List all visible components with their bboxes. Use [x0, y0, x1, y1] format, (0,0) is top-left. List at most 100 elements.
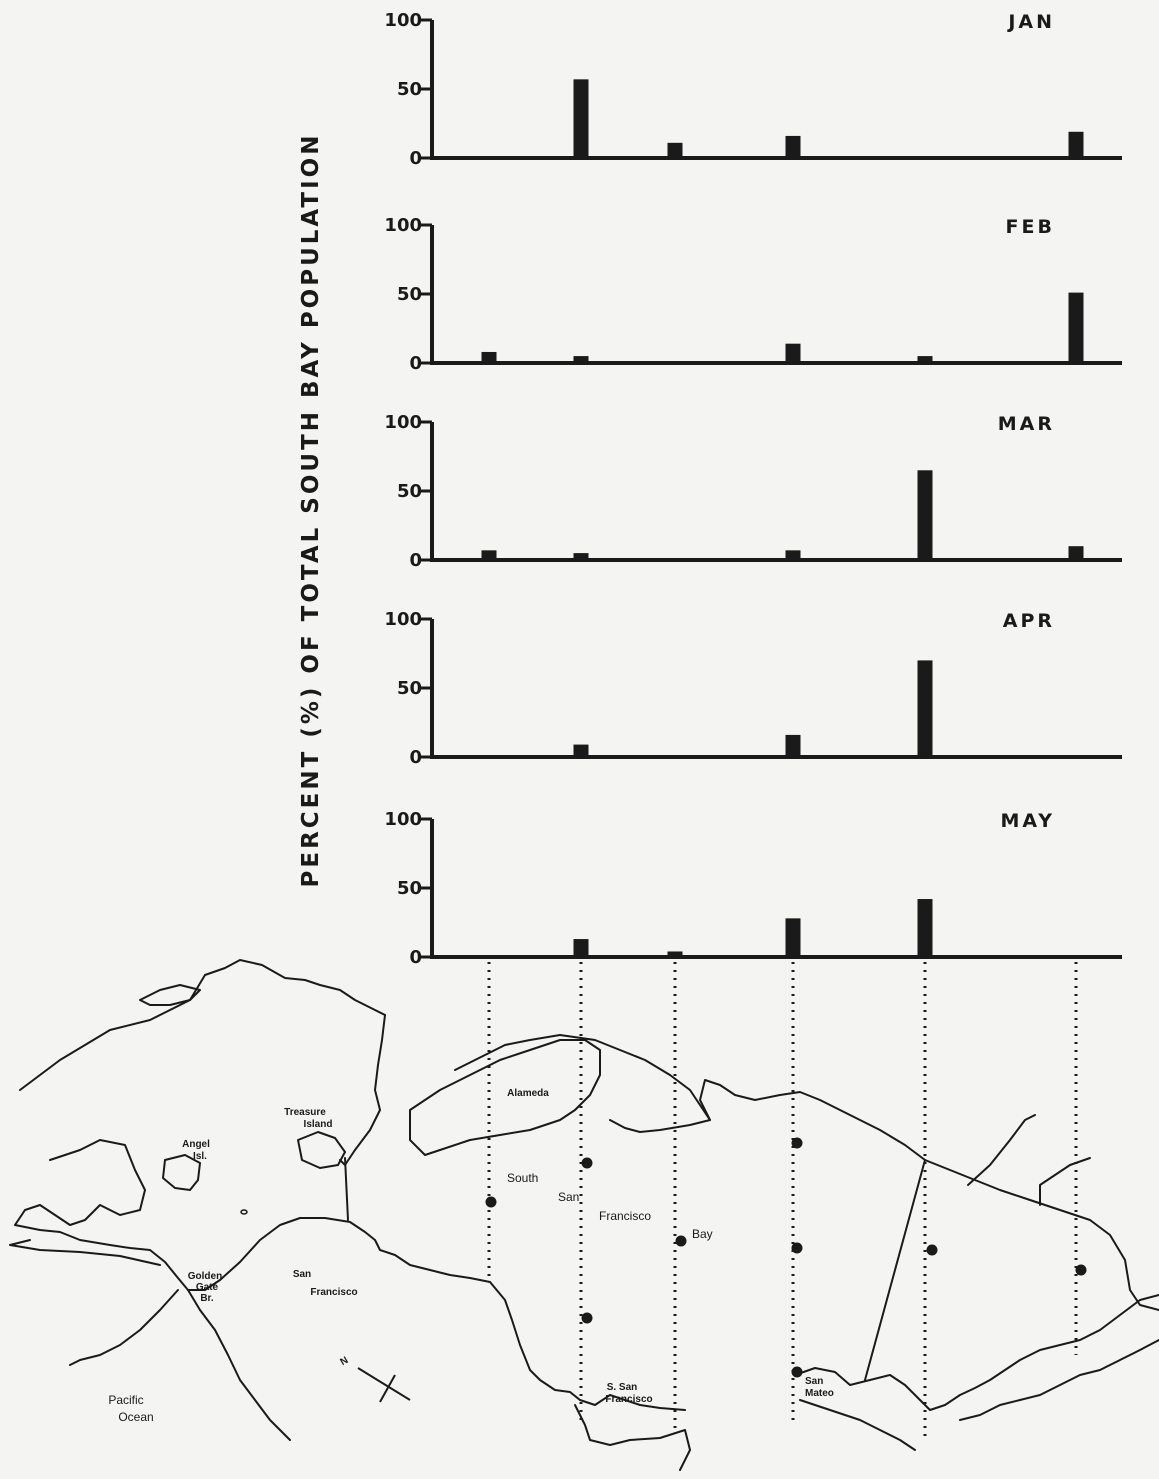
compass-ew-line [379, 1374, 396, 1403]
y-tick-label: 50 [397, 878, 422, 899]
y-tick-label: 100 [384, 609, 422, 630]
y-tick-label: 0 [409, 747, 422, 768]
label-br: Br. [200, 1293, 214, 1304]
panel-feb: 100 50 0 FEB [384, 215, 1122, 374]
label-island: Island [304, 1119, 333, 1130]
station-dot [581, 1312, 593, 1324]
bar [785, 918, 801, 957]
bar [573, 79, 589, 158]
chart-panels: 100 50 0 JAN 100 50 0 FEB 100 50 0 MAR 100 50 0 APR 100 5… [384, 10, 1122, 968]
station-dot [581, 1157, 593, 1169]
y-tick-label: 100 [384, 215, 422, 236]
islet [240, 1209, 248, 1215]
label-san: San [558, 1190, 579, 1204]
y-tick-label: 0 [409, 353, 422, 374]
sf-peninsula-shore [187, 1217, 686, 1411]
east-bay-shore [699, 1079, 1159, 1311]
label-ocean: Ocean [118, 1410, 153, 1424]
bar [667, 951, 683, 957]
treasure-island [297, 1131, 346, 1169]
bar [917, 660, 933, 757]
station-guide-lines [487, 962, 1078, 1440]
panel-may: 100 50 0 MAY [384, 809, 1122, 968]
station-dots [485, 1137, 1087, 1378]
station-dot [791, 1242, 803, 1254]
bar [481, 351, 497, 363]
label-golden: Golden [188, 1271, 222, 1282]
peninsula-south [574, 1404, 691, 1471]
bar [785, 135, 801, 158]
richmond-shore [339, 1014, 386, 1166]
label-angel: Angel [182, 1139, 210, 1150]
y-tick-label: 100 [384, 412, 422, 433]
label-sf-francisco: Francisco [310, 1287, 357, 1298]
bar [1068, 546, 1084, 560]
y-tick-label: 100 [384, 809, 422, 830]
bay-bridge-west [344, 1157, 349, 1221]
label-gate: Gate [196, 1282, 219, 1293]
label-isl: Isl. [193, 1151, 207, 1162]
south-bay-marsh-2 [799, 1399, 916, 1451]
county-line [864, 1159, 926, 1381]
bar [917, 899, 933, 957]
alameda-shore [409, 1039, 601, 1156]
station-dot [485, 1196, 497, 1208]
panel-title: MAR [998, 413, 1055, 435]
y-tick-label: 50 [397, 284, 422, 305]
bar [917, 470, 933, 560]
panel-title: MAY [1000, 810, 1055, 832]
y-tick-label: 0 [409, 947, 422, 968]
panel-jan: 100 50 0 JAN [384, 10, 1122, 169]
label-francisco: Francisco [599, 1209, 651, 1223]
y-tick-label: 0 [409, 148, 422, 169]
label-sf-san: San [293, 1269, 311, 1280]
label-alameda: Alameda [507, 1088, 549, 1099]
panel-title: JAN [1006, 11, 1055, 33]
y-tick-label: 0 [409, 550, 422, 571]
east-bay-creek-1 [967, 1114, 1036, 1186]
label-pacific: Pacific [108, 1393, 143, 1407]
label-treasure: Treasure [284, 1107, 326, 1118]
bar [1068, 131, 1084, 158]
panel-mar: 100 50 0 MAR [384, 412, 1122, 571]
bar [1068, 292, 1084, 363]
bar [917, 356, 933, 363]
marin-coast [14, 1139, 189, 1291]
station-dot [926, 1244, 938, 1256]
y-tick-label: 100 [384, 10, 422, 31]
angel-island [162, 1154, 201, 1191]
station-dot [1075, 1264, 1087, 1276]
bar [785, 550, 801, 560]
bar [785, 343, 801, 363]
panel-title: APR [1003, 610, 1055, 632]
bar [481, 550, 497, 560]
bar [573, 356, 589, 363]
y-tick-label: 50 [397, 481, 422, 502]
y-axis-title: PERCENT (%) OF TOTAL SOUTH BAY POPULATIO… [298, 133, 324, 888]
bar [573, 553, 589, 560]
bar [785, 734, 801, 757]
bar [573, 744, 589, 757]
oakland-shore [454, 1034, 711, 1133]
station-dot [791, 1137, 803, 1149]
east-bay-creek-2 [1039, 1157, 1091, 1206]
north-shoreline [19, 959, 386, 1091]
y-tick-label: 50 [397, 79, 422, 100]
north-bay-inlet [139, 984, 201, 1006]
label-san-mateo-2: Mateo [805, 1388, 834, 1399]
panel-apr: 100 50 0 APR [384, 609, 1122, 768]
label-bay: Bay [692, 1227, 713, 1241]
bar [667, 142, 683, 158]
compass-ns-line [357, 1367, 411, 1401]
y-tick-label: 50 [397, 678, 422, 699]
pacific-coast [187, 1289, 291, 1441]
bay-map: N Treasure Island Angel Isl. Alameda Sou… [9, 959, 1159, 1471]
label-south: South [507, 1171, 538, 1185]
panel-title: FEB [1006, 216, 1055, 238]
south-bay-marsh-3 [959, 1339, 1159, 1421]
marin-south [69, 1289, 179, 1366]
label-ssf-1: S. San [607, 1382, 638, 1393]
station-dot [791, 1366, 803, 1378]
marin-inlet [9, 1239, 161, 1266]
